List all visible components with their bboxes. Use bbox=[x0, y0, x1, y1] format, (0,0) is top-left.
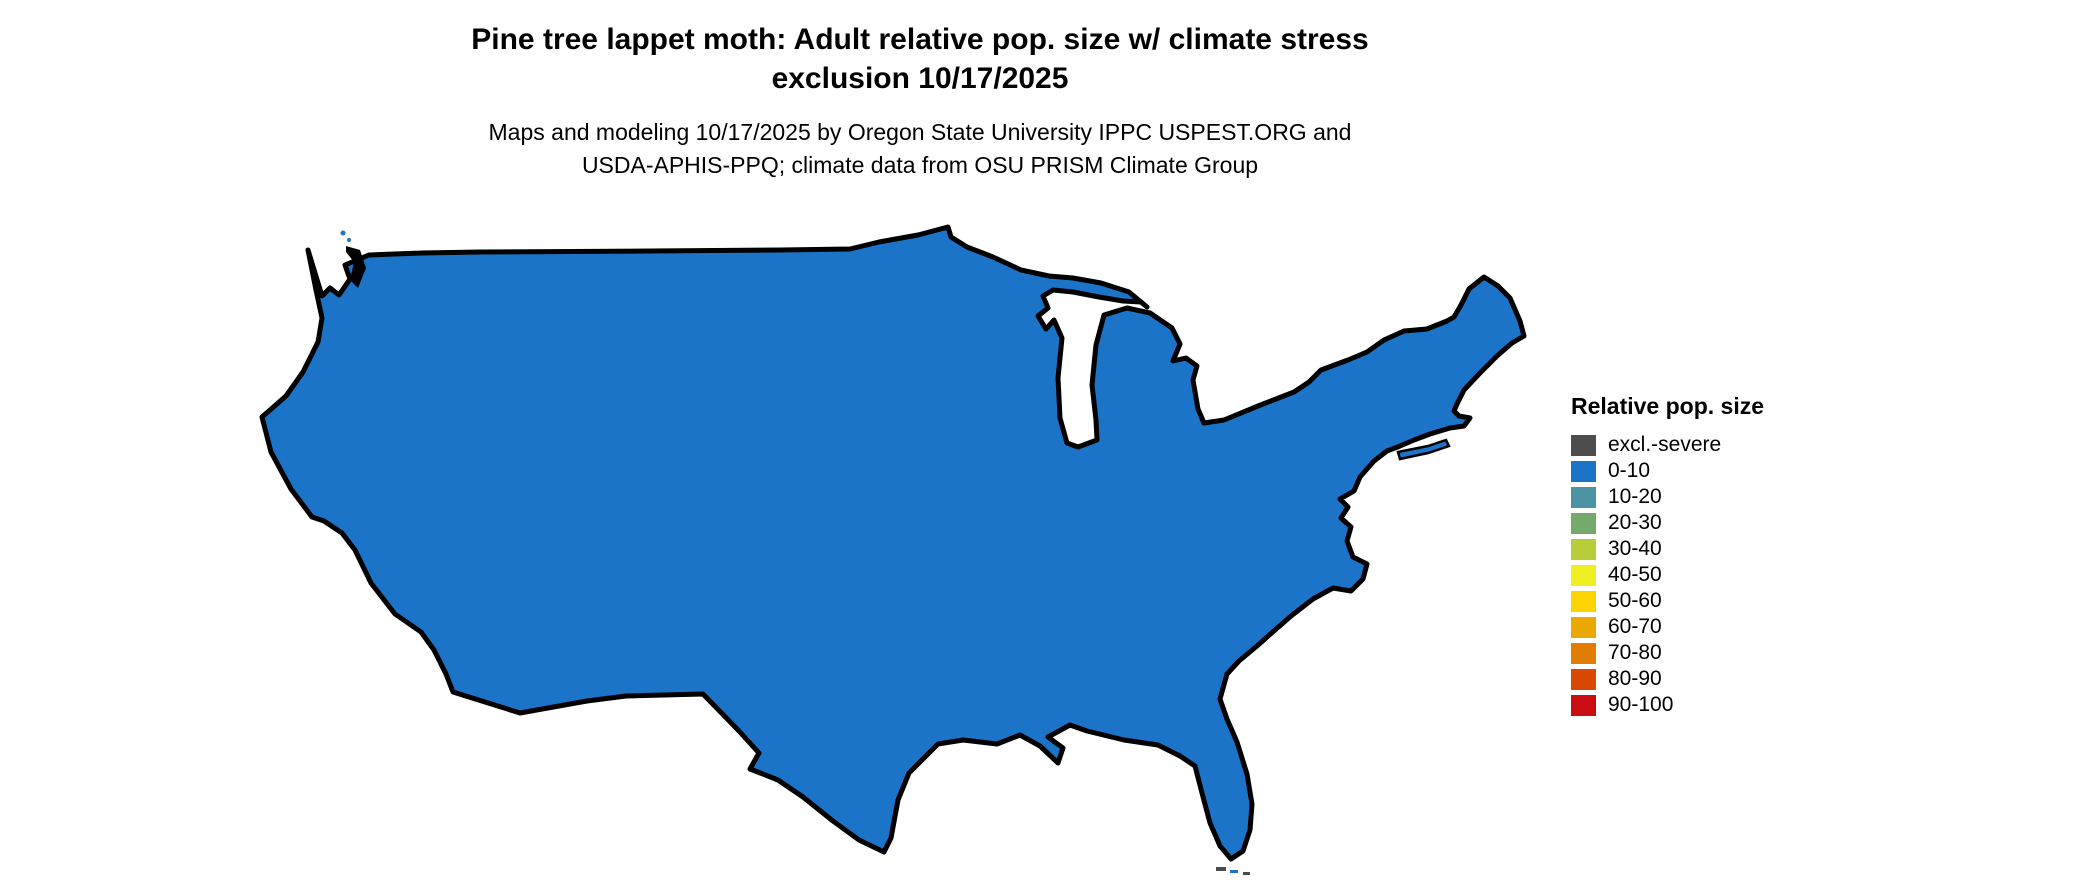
legend-label: 0-10 bbox=[1608, 459, 1651, 482]
legend-row: 10-20 bbox=[1571, 484, 1831, 510]
legend-label: 20-30 bbox=[1608, 511, 1662, 534]
color-swatch-50-60 bbox=[1571, 590, 1596, 612]
legend-row: 50-60 bbox=[1571, 588, 1831, 614]
color-swatch-80-90 bbox=[1571, 668, 1596, 690]
color-swatch-40-50 bbox=[1571, 564, 1596, 586]
header: Pine tree lappet moth: Adult relative po… bbox=[0, 20, 1840, 182]
legend-title: Relative pop. size bbox=[1571, 393, 1765, 419]
color-swatch-30-40 bbox=[1571, 538, 1596, 560]
color-swatch-20-30 bbox=[1571, 512, 1596, 534]
legend-row: excl.-severe bbox=[1571, 432, 1831, 458]
legend-label: 70-80 bbox=[1608, 641, 1662, 664]
color-swatch-excl-severe bbox=[1571, 434, 1596, 456]
legend-row: 0-10 bbox=[1571, 458, 1831, 484]
legend-row: 20-30 bbox=[1571, 510, 1831, 536]
legend: Relative pop. size excl.-severe 0-10 10-… bbox=[1571, 393, 1831, 718]
map-title: Pine tree lappet moth: Adult relative po… bbox=[0, 20, 1840, 98]
legend-label: 40-50 bbox=[1608, 563, 1662, 586]
puget-sound-inlet bbox=[346, 246, 366, 288]
color-swatch-10-20 bbox=[1571, 486, 1596, 508]
map-title-line2: exclusion 10/17/2025 bbox=[771, 62, 1069, 95]
color-swatch-60-70 bbox=[1571, 616, 1596, 638]
legend-label: 10-20 bbox=[1608, 485, 1662, 508]
legend-row: 40-50 bbox=[1571, 562, 1831, 588]
legend-row: 30-40 bbox=[1571, 536, 1831, 562]
legend-label: 30-40 bbox=[1608, 537, 1662, 560]
map-subtitle: Maps and modeling 10/17/2025 by Oregon S… bbox=[0, 116, 1840, 182]
legend-row: 90-100 bbox=[1571, 692, 1831, 718]
map-subtitle-line1: Maps and modeling 10/17/2025 by Oregon S… bbox=[488, 119, 1352, 145]
legend-row: 70-80 bbox=[1571, 640, 1831, 666]
legend-label: 50-60 bbox=[1608, 589, 1662, 612]
color-swatch-70-80 bbox=[1571, 642, 1596, 664]
legend-label: 90-100 bbox=[1608, 693, 1674, 716]
long-island bbox=[1396, 438, 1451, 461]
color-swatch-0-10 bbox=[1571, 460, 1596, 482]
legend-label: excl.-severe bbox=[1608, 433, 1722, 456]
legend-row: 80-90 bbox=[1571, 666, 1831, 692]
us-outline bbox=[262, 227, 1524, 859]
san-juan-islands-2 bbox=[347, 238, 351, 242]
map-subtitle-line2: USDA-APHIS-PPQ; climate data from OSU PR… bbox=[581, 152, 1259, 178]
color-swatch-90-100 bbox=[1571, 694, 1596, 716]
florida-keys bbox=[1216, 867, 1250, 875]
legend-row: 60-70 bbox=[1571, 614, 1831, 640]
san-juan-islands bbox=[340, 230, 346, 236]
map-title-line1: Pine tree lappet moth: Adult relative po… bbox=[471, 23, 1369, 56]
legend-label: 60-70 bbox=[1608, 615, 1662, 638]
legend-label: 80-90 bbox=[1608, 667, 1662, 690]
